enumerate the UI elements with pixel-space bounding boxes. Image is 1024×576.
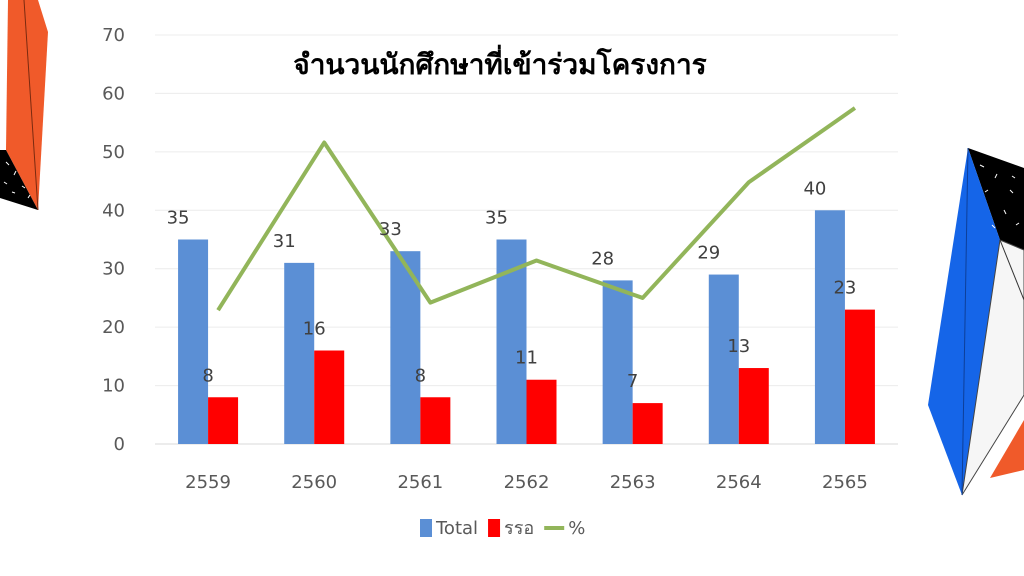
y-axis: 0 10 20 30 40 50 60 70 <box>102 25 125 455</box>
data-label: 35 <box>167 208 190 229</box>
decor-edge-line <box>961 147 969 496</box>
bar-rro <box>632 403 663 444</box>
data-label: 11 <box>515 348 538 369</box>
bars <box>178 210 875 444</box>
decor-edge-line <box>23 0 39 211</box>
y-tick-label: 10 <box>102 376 125 397</box>
bar-rro <box>420 397 451 444</box>
legend-label: Total <box>435 518 478 539</box>
data-label: 13 <box>727 336 750 357</box>
data-label: 33 <box>379 219 402 240</box>
data-label: 23 <box>833 278 856 299</box>
y-tick-label: 0 <box>114 434 125 455</box>
bar-rro <box>208 397 239 444</box>
decor-top-left <box>0 0 48 211</box>
decor-orange-shard <box>6 0 48 210</box>
x-tick-label: 2560 <box>291 472 337 493</box>
bar-rro <box>844 309 875 444</box>
y-tick-label: 70 <box>102 25 125 46</box>
percent-line-series <box>216 106 857 312</box>
x-tick-label: 2564 <box>716 472 762 493</box>
y-tick-label: 20 <box>102 317 125 338</box>
decor-edge-line <box>999 239 1024 301</box>
data-label: 16 <box>303 319 326 340</box>
decor-blue-shard <box>928 148 1000 495</box>
data-label: 29 <box>697 243 720 264</box>
bar-rro <box>738 368 769 444</box>
decor-black-speckle-shard <box>0 150 38 210</box>
data-label: 8 <box>202 365 213 386</box>
decor-black-speckle-shard <box>968 148 1024 250</box>
x-tick-label: 2563 <box>610 472 656 493</box>
bar-rro <box>314 350 345 444</box>
legend: Total รรอ% <box>420 518 585 539</box>
percent-line <box>216 106 857 312</box>
x-tick-label: 2559 <box>185 472 231 493</box>
decor-orange-shard <box>990 420 1024 478</box>
legend-swatch <box>488 519 501 537</box>
data-label: 28 <box>591 248 614 269</box>
x-axis: 2559 2560 2561 2562 2563 2564 2565 <box>185 472 868 493</box>
legend-label: รรอ <box>504 518 534 539</box>
x-tick-label: 2561 <box>397 472 443 493</box>
x-tick-label: 2565 <box>822 472 868 493</box>
bar-total <box>708 274 739 444</box>
decor-white-shard <box>961 239 1024 496</box>
y-tick-label: 30 <box>102 259 125 280</box>
decor-right <box>928 147 1024 496</box>
y-tick-label: 50 <box>102 142 125 163</box>
data-label: 40 <box>803 178 826 199</box>
data-label: 7 <box>627 371 638 392</box>
data-label: 8 <box>415 365 426 386</box>
y-tick-label: 60 <box>102 83 125 104</box>
decor-speckles-right <box>979 164 1020 229</box>
y-tick-label: 40 <box>102 200 125 221</box>
data-label: 31 <box>273 231 296 252</box>
bar-rro <box>526 379 557 444</box>
data-label: 35 <box>485 208 508 229</box>
x-tick-label: 2562 <box>504 472 550 493</box>
bar-total <box>814 210 845 444</box>
decor-speckles-left <box>3 161 31 199</box>
bar-total <box>602 280 633 444</box>
data-labels: 35 31 33 35 28 29 40 8 16 8 11 7 13 23 <box>167 178 857 392</box>
legend-swatch <box>420 519 432 537</box>
chart-title: จำนวนนักศึกษาที่เข้าร่วมโครงการ <box>293 44 706 81</box>
bar-total <box>178 239 209 444</box>
bar-total <box>284 262 315 444</box>
legend-label: % <box>568 518 585 539</box>
